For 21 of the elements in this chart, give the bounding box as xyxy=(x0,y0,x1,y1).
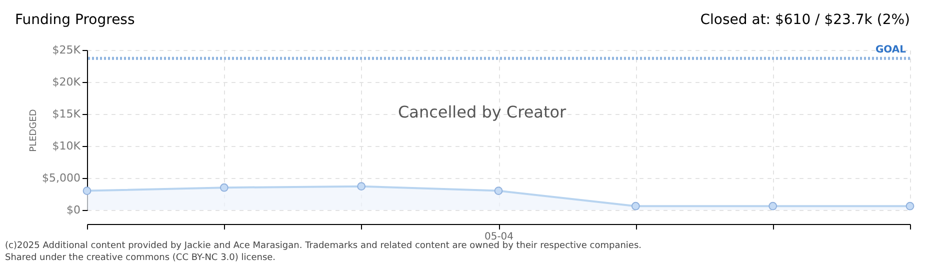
y-tick-label: $0 xyxy=(66,204,80,216)
x-tick-label: 05-04 xyxy=(484,232,514,242)
point xyxy=(768,202,778,210)
y-tick-label: $5,000 xyxy=(42,172,80,184)
text: Shared under the creative commons (CC BY-NC 3.0) license. xyxy=(5,253,276,263)
text: Closed at: $610 / $23.7k (2%) xyxy=(700,12,910,28)
point xyxy=(82,186,92,195)
ref-line-label: GOAL xyxy=(875,44,907,56)
y-tick-label: $10K xyxy=(52,140,82,152)
point xyxy=(494,186,503,195)
chart-title: Funding Progress xyxy=(15,12,135,28)
y-axis-title: PLEDGED xyxy=(29,109,40,152)
annotation: Cancelled by Creator xyxy=(398,102,567,122)
point xyxy=(220,183,228,192)
point xyxy=(906,202,914,210)
y-tick-label: $25K xyxy=(52,44,82,56)
text: (c)2025 Additional content provided by Jackie and Ace Marasigan. Trademarks and related content are owned by their respective companies. xyxy=(5,241,642,251)
y-tick-label: $15K xyxy=(52,108,82,120)
point xyxy=(631,202,640,210)
point xyxy=(357,182,366,191)
y-tick-label: $20K xyxy=(52,76,82,88)
